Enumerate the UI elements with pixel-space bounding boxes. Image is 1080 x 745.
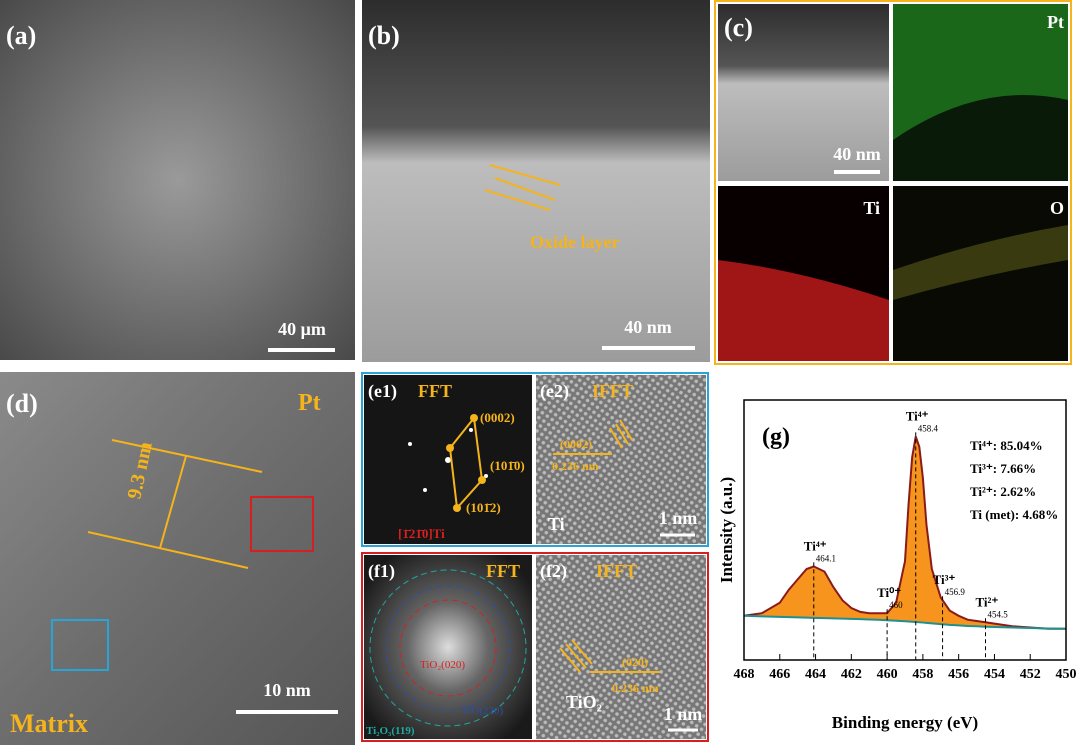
peak-species: Ti³⁺ bbox=[933, 572, 956, 587]
spacing-marker bbox=[559, 639, 660, 673]
phase-label: Pt bbox=[298, 390, 321, 416]
x-tick-label: 456 bbox=[948, 667, 969, 682]
spacing-label: 0.236 nm bbox=[552, 459, 599, 473]
x-axis-label: Binding energy (eV) bbox=[832, 713, 978, 732]
peak-species: Ti⁰⁺ bbox=[877, 585, 901, 600]
peak-area bbox=[744, 436, 1066, 629]
panel-title: FFT bbox=[418, 381, 452, 401]
panel-label: (c) bbox=[724, 13, 753, 42]
spot-label: (101̄2) bbox=[466, 500, 501, 515]
ring bbox=[385, 585, 511, 711]
panel-label: (f2) bbox=[540, 561, 567, 582]
map-label: Pt bbox=[1047, 12, 1064, 32]
scale-label: 10 nm bbox=[263, 680, 311, 700]
phase-label: Ti bbox=[548, 514, 565, 534]
panel-label: (e2) bbox=[540, 381, 569, 402]
scale-label: 1 nm bbox=[659, 508, 698, 528]
x-tick-label: 466 bbox=[769, 667, 790, 682]
thickness-marker bbox=[87, 439, 263, 569]
x-tick-label: 458 bbox=[912, 667, 933, 682]
scale-label: 40 nm bbox=[833, 144, 881, 164]
scale-label: 40 μm bbox=[278, 319, 326, 339]
panel-title: FFT bbox=[486, 561, 520, 581]
scale-label: 40 nm bbox=[624, 317, 672, 337]
composition-note: Ti²⁺: 2.62% bbox=[970, 484, 1036, 499]
panel-label: (a) bbox=[6, 21, 36, 50]
peak-position: 458.4 bbox=[918, 423, 939, 433]
oxide-marker bbox=[484, 164, 561, 211]
x-tick-label: 464 bbox=[805, 667, 826, 682]
spacing-marker bbox=[553, 419, 633, 455]
ifft-image bbox=[536, 375, 706, 544]
spot-label: (0002) bbox=[480, 410, 515, 425]
e-frame bbox=[361, 372, 709, 547]
ifft-image bbox=[536, 555, 706, 739]
scale-label: 1 nm bbox=[664, 704, 703, 724]
x-tick-label: 462 bbox=[841, 667, 862, 682]
ring-label: TiO₂(020) bbox=[420, 659, 465, 671]
phase-label: TiO₂ bbox=[566, 692, 602, 712]
panel-title: IFFT bbox=[592, 381, 633, 401]
spot-label: (101̄0) bbox=[490, 458, 525, 473]
peak-species: Ti⁴⁺ bbox=[906, 408, 929, 423]
sem-image bbox=[0, 0, 355, 360]
peak-position: 456.9 bbox=[945, 587, 966, 597]
x-tick-label: 460 bbox=[877, 667, 898, 682]
map-label: Ti bbox=[863, 198, 880, 218]
matrix-label: Matrix bbox=[10, 709, 88, 738]
panel-label: (e1) bbox=[368, 381, 397, 402]
composition-note: Ti (met): 4.68% bbox=[970, 507, 1058, 522]
hrtem-image bbox=[0, 372, 355, 745]
composition-note: Ti³⁺: 7.66% bbox=[970, 461, 1036, 476]
y-axis-label: Intensity (a.u.) bbox=[717, 477, 736, 583]
ring bbox=[369, 569, 527, 727]
plane-label: (020) bbox=[622, 655, 648, 669]
o-signal bbox=[893, 225, 1068, 300]
panel-label: (f1) bbox=[368, 561, 395, 582]
peak-position: 454.5 bbox=[988, 609, 1009, 619]
zone-axis: [1̄21̄0]Ti bbox=[398, 526, 445, 541]
pt-signal bbox=[893, 4, 1068, 140]
x-tick-label: 468 bbox=[734, 667, 755, 682]
ring bbox=[399, 599, 497, 697]
peak-position: 460 bbox=[889, 600, 903, 610]
spacing-label: 0.236 nm bbox=[612, 681, 659, 695]
annotation: Oxide layer bbox=[530, 232, 619, 252]
x-tick-label: 454 bbox=[984, 667, 1005, 682]
panel-title: IFFT bbox=[596, 561, 637, 581]
ring-label: Ti₂O₃(119) bbox=[366, 725, 415, 737]
peak-species: Ti²⁺ bbox=[976, 594, 999, 609]
map-label: O bbox=[1050, 198, 1064, 218]
ti-signal bbox=[718, 260, 889, 361]
peak-species: Ti⁴⁺ bbox=[804, 538, 827, 553]
ring-label: TiO(220) bbox=[462, 705, 503, 717]
tem-image bbox=[362, 0, 710, 362]
fft-points bbox=[446, 414, 486, 512]
panel-label: (b) bbox=[368, 21, 400, 50]
x-tick-label: 452 bbox=[1020, 667, 1041, 682]
fft-spots bbox=[408, 428, 488, 492]
spectrum-line bbox=[743, 436, 1066, 630]
region-box bbox=[250, 496, 314, 552]
region-box bbox=[51, 619, 109, 671]
background-line bbox=[743, 614, 1067, 630]
composition-note: Ti⁴⁺: 85.04% bbox=[970, 438, 1043, 453]
f-frame bbox=[361, 552, 709, 742]
plane-label: (0002) bbox=[560, 437, 592, 451]
x-tick-label: 450 bbox=[1056, 667, 1077, 682]
xps-chart: (g) Binding energy (eV) Intensity (a.u.)… bbox=[717, 399, 1077, 732]
plot-frame bbox=[743, 399, 1067, 661]
fft-image bbox=[364, 555, 532, 739]
peak-position: 464.1 bbox=[816, 553, 836, 563]
panel-label: (d) bbox=[6, 389, 38, 418]
panel-label: (g) bbox=[762, 424, 790, 450]
haadf-image bbox=[718, 4, 889, 181]
